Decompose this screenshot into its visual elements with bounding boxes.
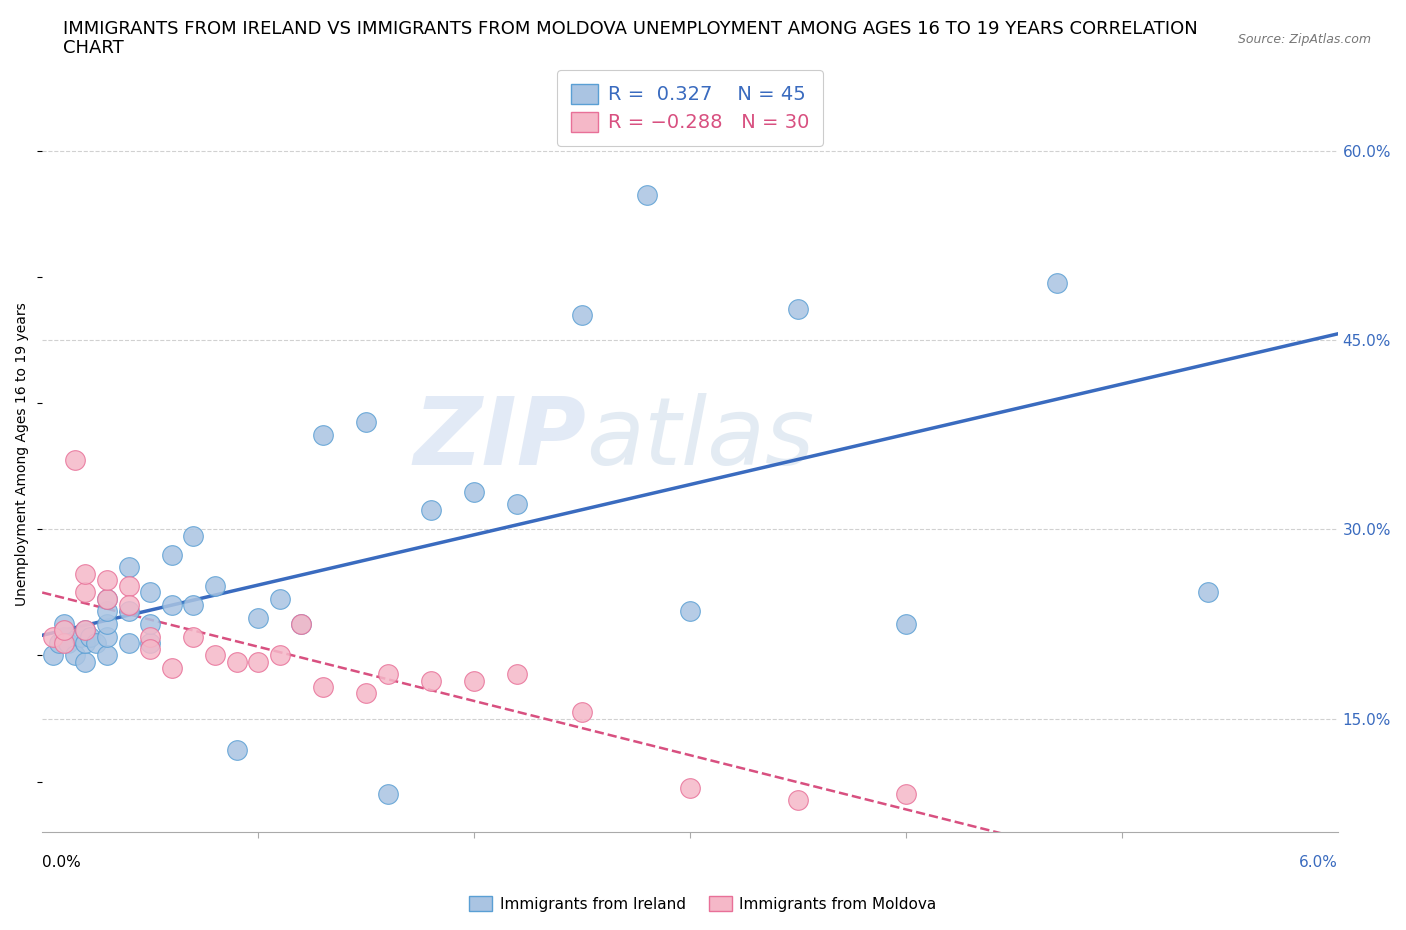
Point <box>96 591 118 606</box>
Point <box>786 301 808 316</box>
Point <box>183 629 205 644</box>
Point <box>52 623 75 638</box>
Point <box>377 787 399 802</box>
Point <box>225 743 247 758</box>
Text: ZIP: ZIP <box>413 392 586 485</box>
Point <box>354 685 377 700</box>
Point <box>117 578 139 593</box>
Point <box>42 629 65 644</box>
Point <box>571 308 593 323</box>
Point <box>63 453 86 468</box>
Point <box>679 604 702 618</box>
Point <box>70 629 93 644</box>
Point <box>571 705 593 720</box>
Point <box>75 566 97 581</box>
Point <box>419 673 441 688</box>
Point <box>247 610 270 625</box>
Text: 0.0%: 0.0% <box>42 855 82 870</box>
Point <box>75 623 97 638</box>
Point <box>312 428 335 443</box>
Point <box>312 680 335 695</box>
Point <box>247 655 270 670</box>
Point <box>290 617 312 631</box>
Point <box>96 617 118 631</box>
Point <box>52 635 75 650</box>
Point <box>52 617 75 631</box>
Point <box>463 485 485 499</box>
Point <box>894 787 917 802</box>
Text: IMMIGRANTS FROM IRELAND VS IMMIGRANTS FROM MOLDOVA UNEMPLOYMENT AMONG AGES 16 TO: IMMIGRANTS FROM IRELAND VS IMMIGRANTS FR… <box>63 20 1198 38</box>
Point <box>160 547 183 562</box>
Point <box>117 604 139 618</box>
Point <box>204 648 226 663</box>
Text: atlas: atlas <box>586 393 814 485</box>
Point <box>96 572 118 587</box>
Point <box>160 598 183 613</box>
Point <box>419 503 441 518</box>
Point <box>117 560 139 575</box>
Point <box>1046 276 1069 291</box>
Point <box>269 591 291 606</box>
Point <box>75 585 97 600</box>
Legend: Immigrants from Ireland, Immigrants from Moldova: Immigrants from Ireland, Immigrants from… <box>463 889 943 918</box>
Point <box>354 415 377 430</box>
Point <box>52 629 75 644</box>
Point <box>139 629 162 644</box>
Point <box>139 617 162 631</box>
Point <box>96 604 118 618</box>
Point <box>75 623 97 638</box>
Point <box>636 188 658 203</box>
Point <box>84 635 107 650</box>
Point <box>894 617 917 631</box>
Point <box>377 667 399 682</box>
Point <box>290 617 312 631</box>
Text: Source: ZipAtlas.com: Source: ZipAtlas.com <box>1237 33 1371 46</box>
Legend: R =  0.327    N = 45, R = −0.288   N = 30: R = 0.327 N = 45, R = −0.288 N = 30 <box>557 70 823 146</box>
Point <box>786 793 808 808</box>
Point <box>117 635 139 650</box>
Text: 6.0%: 6.0% <box>1299 855 1337 870</box>
Y-axis label: Unemployment Among Ages 16 to 19 years: Unemployment Among Ages 16 to 19 years <box>15 302 30 605</box>
Point <box>204 578 226 593</box>
Point <box>117 598 139 613</box>
Point <box>96 648 118 663</box>
Point <box>75 655 97 670</box>
Text: CHART: CHART <box>63 39 124 57</box>
Point <box>160 660 183 675</box>
Point <box>139 642 162 657</box>
Point <box>463 673 485 688</box>
Point <box>269 648 291 663</box>
Point <box>225 655 247 670</box>
Point <box>506 667 529 682</box>
Point <box>183 598 205 613</box>
Point <box>63 648 86 663</box>
Point <box>48 635 70 650</box>
Point <box>75 635 97 650</box>
Point <box>96 591 118 606</box>
Point <box>139 635 162 650</box>
Point <box>42 648 65 663</box>
Point <box>506 497 529 512</box>
Point <box>96 629 118 644</box>
Point <box>679 780 702 795</box>
Point <box>79 629 101 644</box>
Point <box>1197 585 1219 600</box>
Point <box>56 635 79 650</box>
Point <box>183 528 205 543</box>
Point <box>139 585 162 600</box>
